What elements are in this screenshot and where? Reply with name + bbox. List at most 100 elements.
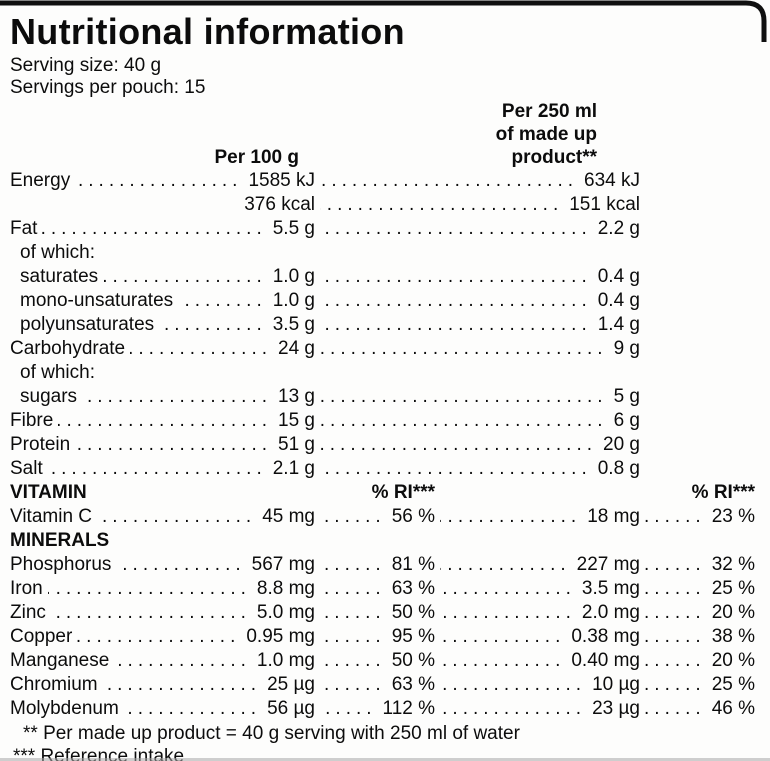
ri-per-100g-cell: 50 %	[315, 649, 435, 673]
col-header-line: Per 250 ml	[501, 101, 597, 122]
col-header-line: of made up	[495, 124, 597, 145]
per-250ml-cell	[315, 241, 640, 265]
value-per-100g: 25 µg	[267, 674, 315, 695]
nutrition-row: Chromium 25 µg 63 % 10 µg 25 %	[10, 673, 760, 697]
footnote-made-up-product: ** Per made up product = 40 g serving wi…	[23, 723, 520, 744]
value-per-250ml: 2.0 mg	[581, 602, 640, 623]
per-100g-cell: Manganese 1.0 mg	[10, 649, 315, 673]
ri-per-250ml-cell: 20 %	[640, 601, 755, 625]
dot-leader	[320, 289, 592, 313]
ri-per-100g: 63 %	[391, 674, 435, 695]
dot-leader	[440, 673, 586, 697]
dot-leader	[48, 577, 251, 601]
row-label: of which:	[20, 242, 95, 263]
per-100g-cell: Fat 5.5 g	[10, 217, 315, 241]
dot-leader	[48, 457, 267, 481]
value-per-100g: 0.95 mg	[246, 626, 315, 647]
dot-leader	[645, 649, 706, 673]
value-per-250ml: 20 g	[603, 434, 640, 455]
vitamin-rows: Vitamin C 45 mg 56 % 18 mg 23 %	[10, 505, 760, 529]
dot-leader	[320, 625, 386, 649]
dot-leader	[320, 577, 386, 601]
dot-leader	[75, 433, 272, 457]
value-per-100g: 567 mg	[251, 554, 315, 575]
ri-per-100g: 56 %	[391, 506, 435, 527]
ri-per-250ml: 25 %	[711, 674, 755, 695]
per-100g-cell: mono-unsaturates 1.0 g	[10, 289, 315, 313]
nutrition-row: Phosphorus 567 mg 81 % 227 mg 32 %	[10, 553, 760, 577]
ri-per-250ml-cell: 38 %	[640, 625, 755, 649]
row-label: Zinc	[10, 602, 46, 623]
dot-leader	[320, 337, 608, 361]
value-per-250ml: 0.8 g	[597, 458, 640, 479]
value-per-250ml: 10 µg	[592, 674, 640, 695]
ri-per-100g: 95 %	[391, 626, 435, 647]
per-250ml-cell: 2.0 mg	[435, 601, 640, 625]
ri-per-250ml-cell: 25 %	[640, 673, 755, 697]
nutrition-row: polyunsaturates 3.5 g 1.4 g	[10, 313, 760, 337]
per-100g-cell: saturates 1.0 g	[10, 265, 315, 289]
dot-leader	[114, 649, 251, 673]
ri-per-250ml-cell: 46 %	[640, 697, 755, 721]
vitamin-section-header: VITAMIN % RI*** % RI***	[10, 481, 760, 505]
dot-leader	[320, 649, 386, 673]
value-per-100g: 5.5 g	[272, 218, 315, 239]
dot-leader	[77, 625, 240, 649]
per-100g-cell: Zinc 5.0 mg	[10, 601, 315, 625]
servings-per-pouch: Servings per pouch: 15	[10, 77, 206, 98]
ri-per-250ml: 46 %	[711, 698, 755, 719]
ri-per-100g: 63 %	[391, 578, 435, 599]
ri-per-250ml: 20 %	[711, 650, 755, 671]
value-per-100g: 3.5 g	[272, 314, 315, 335]
row-label: mono-unsaturates	[20, 290, 174, 311]
footnote-reference-intake: *** Reference intake	[13, 746, 185, 761]
per-250ml-cell: 227 mg	[435, 553, 640, 577]
dot-leader	[320, 169, 578, 193]
ri-header-spacer	[435, 481, 640, 505]
row-label: of which:	[20, 362, 95, 383]
dot-leader	[320, 433, 597, 457]
per-250ml-cell: 9 g	[315, 337, 640, 361]
nutrition-row: Copper 0.95 mg 95 % 0.38 mg 38 %	[10, 625, 760, 649]
dot-leader	[645, 553, 706, 577]
value-per-100g: 15 g	[278, 410, 315, 431]
per-250ml-cell: 23 µg	[435, 697, 640, 721]
per-100g-cell: Molybdenum 56 µg	[10, 697, 315, 721]
dot-leader	[97, 505, 256, 529]
per-100g-cell: Energy 1585 kJ	[10, 169, 315, 193]
value-per-250ml: 6 g	[613, 410, 640, 431]
per-250ml-cell: 0.40 mg	[435, 649, 640, 673]
value-per-250ml: 23 µg	[592, 698, 640, 719]
per-250ml-cell: 5 g	[315, 385, 640, 409]
per-100g-cell: Iron 8.8 mg	[10, 577, 315, 601]
ri-per-250ml: 20 %	[711, 602, 755, 623]
per-100g-cell: sugars 13 g	[10, 385, 315, 409]
value-per-100g: 8.8 mg	[256, 578, 315, 599]
dot-leader	[645, 505, 706, 529]
dot-leader	[320, 193, 563, 217]
dot-leader	[58, 409, 272, 433]
dot-leader	[440, 625, 565, 649]
ri-per-100g-cell: 95 %	[315, 625, 435, 649]
row-label: Iron	[10, 578, 43, 599]
value-per-100g: 45 mg	[262, 506, 315, 527]
row-label: Fibre	[10, 410, 54, 431]
dot-leader	[130, 337, 272, 361]
column-headers: Per 250 ml of made up product** Per 100 …	[10, 100, 760, 169]
row-label: Protein	[10, 434, 71, 455]
nutrition-row: of which:	[10, 241, 760, 265]
dot-leader	[645, 697, 706, 721]
per-100g-cell: Copper 0.95 mg	[10, 625, 315, 649]
dot-leader	[75, 169, 242, 193]
serving-size: Serving size: 40 g	[10, 55, 162, 76]
dot-leader	[440, 697, 586, 721]
ri-per-250ml: 23 %	[711, 506, 755, 527]
ri-per-100g-cell: 50 %	[315, 601, 435, 625]
value-per-250ml: 0.4 g	[597, 266, 640, 287]
per-100g-cell: of which:	[10, 361, 315, 385]
value-per-100g: 51 g	[278, 434, 315, 455]
per-100g-cell: 376 kcal	[10, 193, 315, 217]
row-label: Salt	[10, 458, 43, 479]
